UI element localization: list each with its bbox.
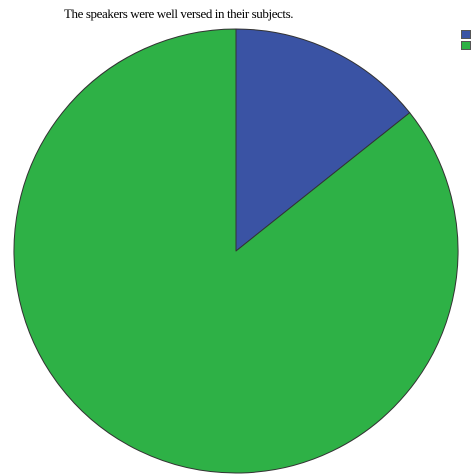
pie-slice-1: [235, 28, 411, 252]
legend: [461, 30, 472, 52]
legend-swatch-1: [461, 30, 471, 39]
legend-swatch-2: [461, 41, 471, 50]
chart-title: The speakers were well versed in their s…: [64, 6, 294, 21]
pie-slice-2: [13, 28, 459, 474]
